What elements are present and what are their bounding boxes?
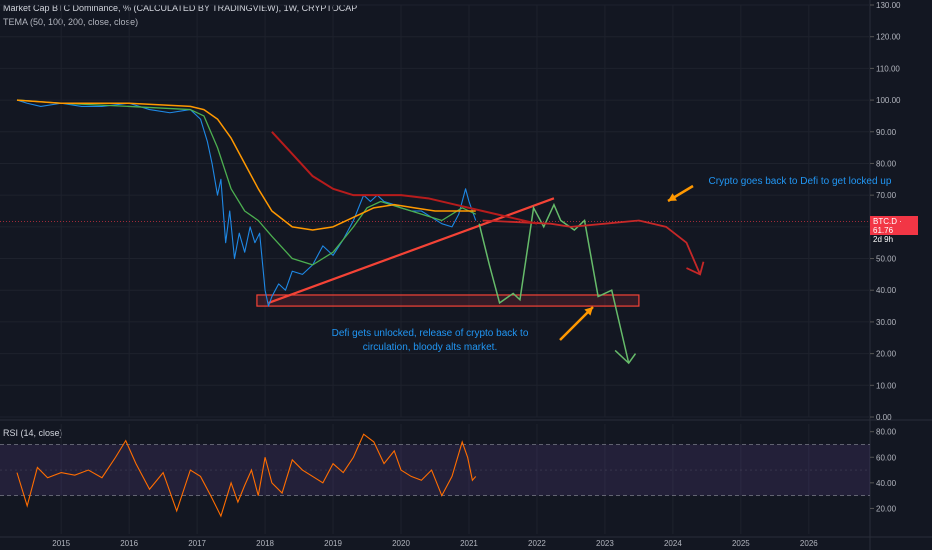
- y-tick-label: 120.00: [876, 33, 901, 42]
- y-tick-label: 110.00: [876, 64, 900, 73]
- x-tick-label: 2024: [664, 539, 682, 548]
- support-zone-box: [256, 294, 640, 307]
- rsi-y-tick-label: 40.00: [876, 479, 897, 488]
- price-badge-symbol: BTC.D · 61.76: [873, 217, 902, 235]
- x-tick-label: 2026: [800, 539, 818, 548]
- arrow-top-head: [668, 193, 677, 201]
- y-tick-label: 80.00: [876, 159, 897, 168]
- y-tick-label: 30.00: [876, 318, 897, 327]
- arrow-bottom-head: [584, 307, 593, 316]
- x-tick-label: 2019: [324, 539, 342, 548]
- x-tick-label: 2023: [596, 539, 614, 548]
- y-tick-label: 40.00: [876, 286, 897, 295]
- series-line-1: [16, 99, 477, 266]
- x-tick-label: 2015: [52, 539, 70, 548]
- rsi-y-tick-label: 60.00: [876, 453, 897, 462]
- tema-legend: TEMA (50, 100, 200, close, close): [3, 17, 139, 27]
- chart-title: Market Cap BTC Dominance, % (CALCULATED …: [3, 3, 358, 13]
- y-tick-label: 130.00: [876, 1, 901, 10]
- rsi-y-tick-label: 20.00: [876, 504, 897, 513]
- x-tick-label: 2018: [256, 539, 274, 548]
- rsi-layer: [16, 433, 477, 518]
- rsi-y-tick-label: 80.00: [876, 428, 897, 437]
- price-badge: BTC.D · 61.76 2d 9h: [870, 216, 918, 244]
- y-tick-label: 0.00: [876, 413, 892, 422]
- annotation-top: Crypto goes back to Defi to get locked u…: [708, 176, 892, 187]
- x-tick-label: 2017: [188, 539, 206, 548]
- axes: 0.00 10.00 20.00 30.00 40.00 50.00 60.00 70.00 8…: [52, 1, 901, 548]
- series-layer: [16, 99, 538, 307]
- trendline: [268, 197, 555, 304]
- y-tick-label: 10.00: [876, 381, 897, 390]
- projection-red-arrowhead: [686, 261, 705, 276]
- x-tick-label: 2016: [120, 539, 138, 548]
- projection-green-arrowhead: [614, 349, 637, 365]
- projection-red: [482, 219, 701, 275]
- x-tick-label: 2021: [460, 539, 478, 548]
- x-tick-label: 2020: [392, 539, 410, 548]
- series-line-0: [16, 99, 477, 307]
- series-line-2: [16, 99, 476, 231]
- rsi-line: [16, 433, 477, 518]
- y-tick-label: 50.00: [876, 255, 897, 264]
- y-tick-label: 100.00: [876, 96, 901, 105]
- y-tick-label: 90.00: [876, 128, 897, 137]
- rsi-legend: RSI (14, close): [3, 428, 63, 438]
- price-badge-countdown: 2d 9h: [873, 235, 894, 244]
- y-tick-label: 70.00: [876, 191, 897, 200]
- annotation-bottom: Defi gets unlocked, release of crypto ba…: [331, 328, 529, 353]
- x-tick-label: 2022: [528, 539, 546, 548]
- series-line-3: [271, 131, 538, 225]
- x-tick-label: 2025: [732, 539, 750, 548]
- projection-green: [478, 202, 630, 364]
- y-tick-label: 20.00: [876, 350, 897, 359]
